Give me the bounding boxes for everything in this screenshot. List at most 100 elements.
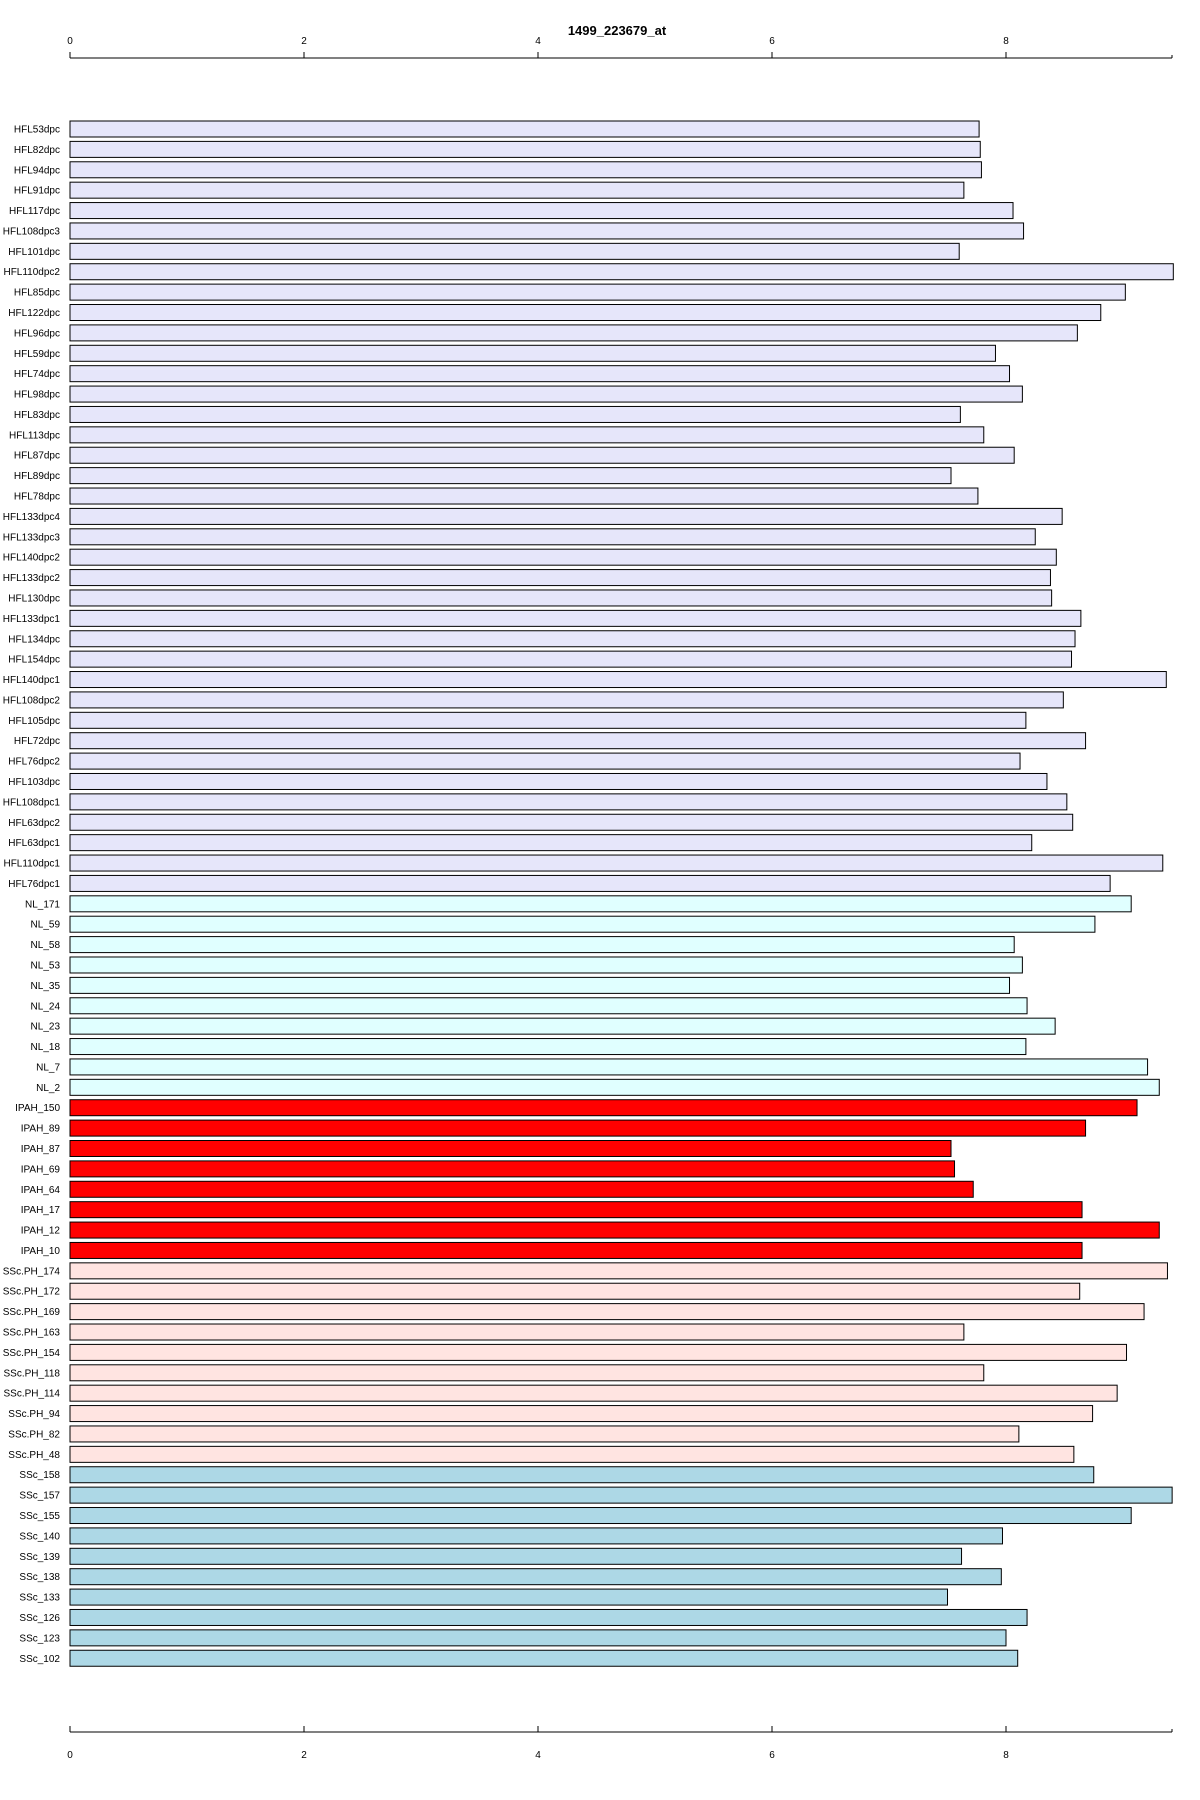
bar (69, 569, 1051, 587)
category-label: NL_59 (31, 920, 61, 931)
bar (69, 365, 1011, 383)
bar (69, 1568, 1002, 1586)
bar (69, 589, 1053, 607)
category-label: HFL85dpc (14, 288, 60, 299)
category-label: SSc_102 (19, 1654, 60, 1665)
bar (69, 1038, 1027, 1056)
bottom-axis-tick-label: 4 (535, 1750, 541, 1761)
bar (69, 181, 965, 199)
top-axis-tick-label: 6 (769, 36, 775, 47)
category-label: NL_23 (31, 1022, 61, 1033)
bar (69, 1058, 1149, 1076)
category-label: HFL74dpc (14, 369, 60, 380)
category-label: SSc.PH_163 (3, 1328, 61, 1339)
bottom-axis-tick-label: 6 (769, 1750, 775, 1761)
category-label: NL_53 (31, 960, 61, 971)
category-label: NL_7 (36, 1062, 60, 1073)
category-label: HFL140dpc2 (3, 553, 61, 564)
category-label: HFL53dpc (14, 125, 60, 136)
category-label: HFL140dpc1 (3, 675, 61, 686)
bar (69, 1078, 1160, 1096)
category-label: HFL108dpc1 (3, 797, 61, 808)
category-label: HFL134dpc (8, 634, 60, 645)
category-label: NL_58 (31, 940, 61, 951)
bottom-axis-tick-label: 0 (67, 1750, 73, 1761)
category-label: SSc_133 (19, 1593, 60, 1604)
bar (69, 1180, 974, 1198)
bar (69, 1445, 1075, 1463)
bar (69, 405, 961, 423)
bar (69, 874, 1111, 892)
bar (69, 976, 1011, 994)
bottom-axis-tick-label: 2 (301, 1750, 307, 1761)
bars-group (69, 120, 1174, 1667)
category-label: HFL103dpc (8, 777, 60, 788)
bar (69, 548, 1057, 566)
top-axis-tick-label: 0 (67, 36, 73, 47)
bar (69, 711, 1027, 729)
bar (69, 1140, 952, 1157)
category-label: IPAH_150 (15, 1103, 60, 1114)
bar (69, 1241, 1083, 1259)
bar (69, 1384, 1118, 1402)
category-label: NL_171 (25, 899, 60, 910)
bar (69, 1486, 1173, 1504)
category-label: HFL89dpc (14, 471, 60, 482)
bar (69, 1323, 965, 1341)
bar (69, 1405, 1094, 1423)
bar (69, 1425, 1020, 1443)
bar (69, 1629, 1007, 1647)
bar (69, 1466, 1095, 1484)
category-label: HFL133dpc4 (3, 512, 61, 523)
category-label: SSc.PH_118 (3, 1368, 60, 1379)
category-label: HFL130dpc (8, 593, 60, 604)
bar (69, 222, 1025, 240)
top-axis-tick-label: 4 (535, 36, 541, 47)
category-label: SSc.PH_82 (8, 1429, 60, 1440)
category-label: HFL82dpc (14, 145, 60, 156)
bar (69, 1343, 1128, 1361)
bar (69, 772, 1048, 790)
category-label: SSc_123 (19, 1633, 60, 1644)
bar (69, 813, 1074, 831)
bar (69, 507, 1063, 525)
bar (69, 1303, 1145, 1321)
category-label: IPAH_10 (21, 1246, 61, 1257)
bar (69, 854, 1164, 872)
category-label: IPAH_89 (21, 1124, 61, 1135)
bar (69, 263, 1174, 281)
category-label: SSc_139 (19, 1552, 60, 1563)
category-label: SSc.PH_172 (3, 1287, 61, 1298)
category-label: IPAH_12 (21, 1226, 61, 1237)
category-label: HFL133dpc2 (3, 573, 61, 584)
bar (69, 1282, 1081, 1300)
category-label: SSc.PH_114 (3, 1389, 60, 1400)
bar (69, 1262, 1168, 1280)
bar (69, 1017, 1056, 1035)
category-label: HFL133dpc3 (3, 532, 61, 543)
category-label: HFL113dpc (9, 430, 60, 441)
category-label: HFL94dpc (14, 165, 60, 176)
category-label: HFL98dpc (14, 390, 60, 401)
category-label: HFL87dpc (14, 451, 60, 462)
category-label: HFL78dpc (14, 492, 60, 503)
bar (69, 140, 981, 158)
category-label: SSc.PH_169 (3, 1307, 61, 1318)
category-label: IPAH_87 (21, 1144, 61, 1155)
bar (69, 324, 1078, 342)
category-label: NL_24 (31, 1001, 61, 1012)
category-label: HFL83dpc (14, 410, 60, 421)
category-label: HFL108dpc2 (3, 695, 61, 706)
bar (69, 609, 1082, 627)
category-label: HFL76dpc1 (8, 879, 60, 890)
bottom-x-axis: 0 2 4 6 8 (67, 1726, 1173, 1761)
bar (69, 630, 1076, 648)
bar (69, 1588, 948, 1606)
category-label: SSc_138 (19, 1572, 60, 1583)
category-label: SSc_155 (19, 1511, 60, 1522)
bar (69, 732, 1087, 750)
bar (69, 1527, 1003, 1545)
bar (69, 446, 1015, 464)
bar (69, 242, 960, 260)
